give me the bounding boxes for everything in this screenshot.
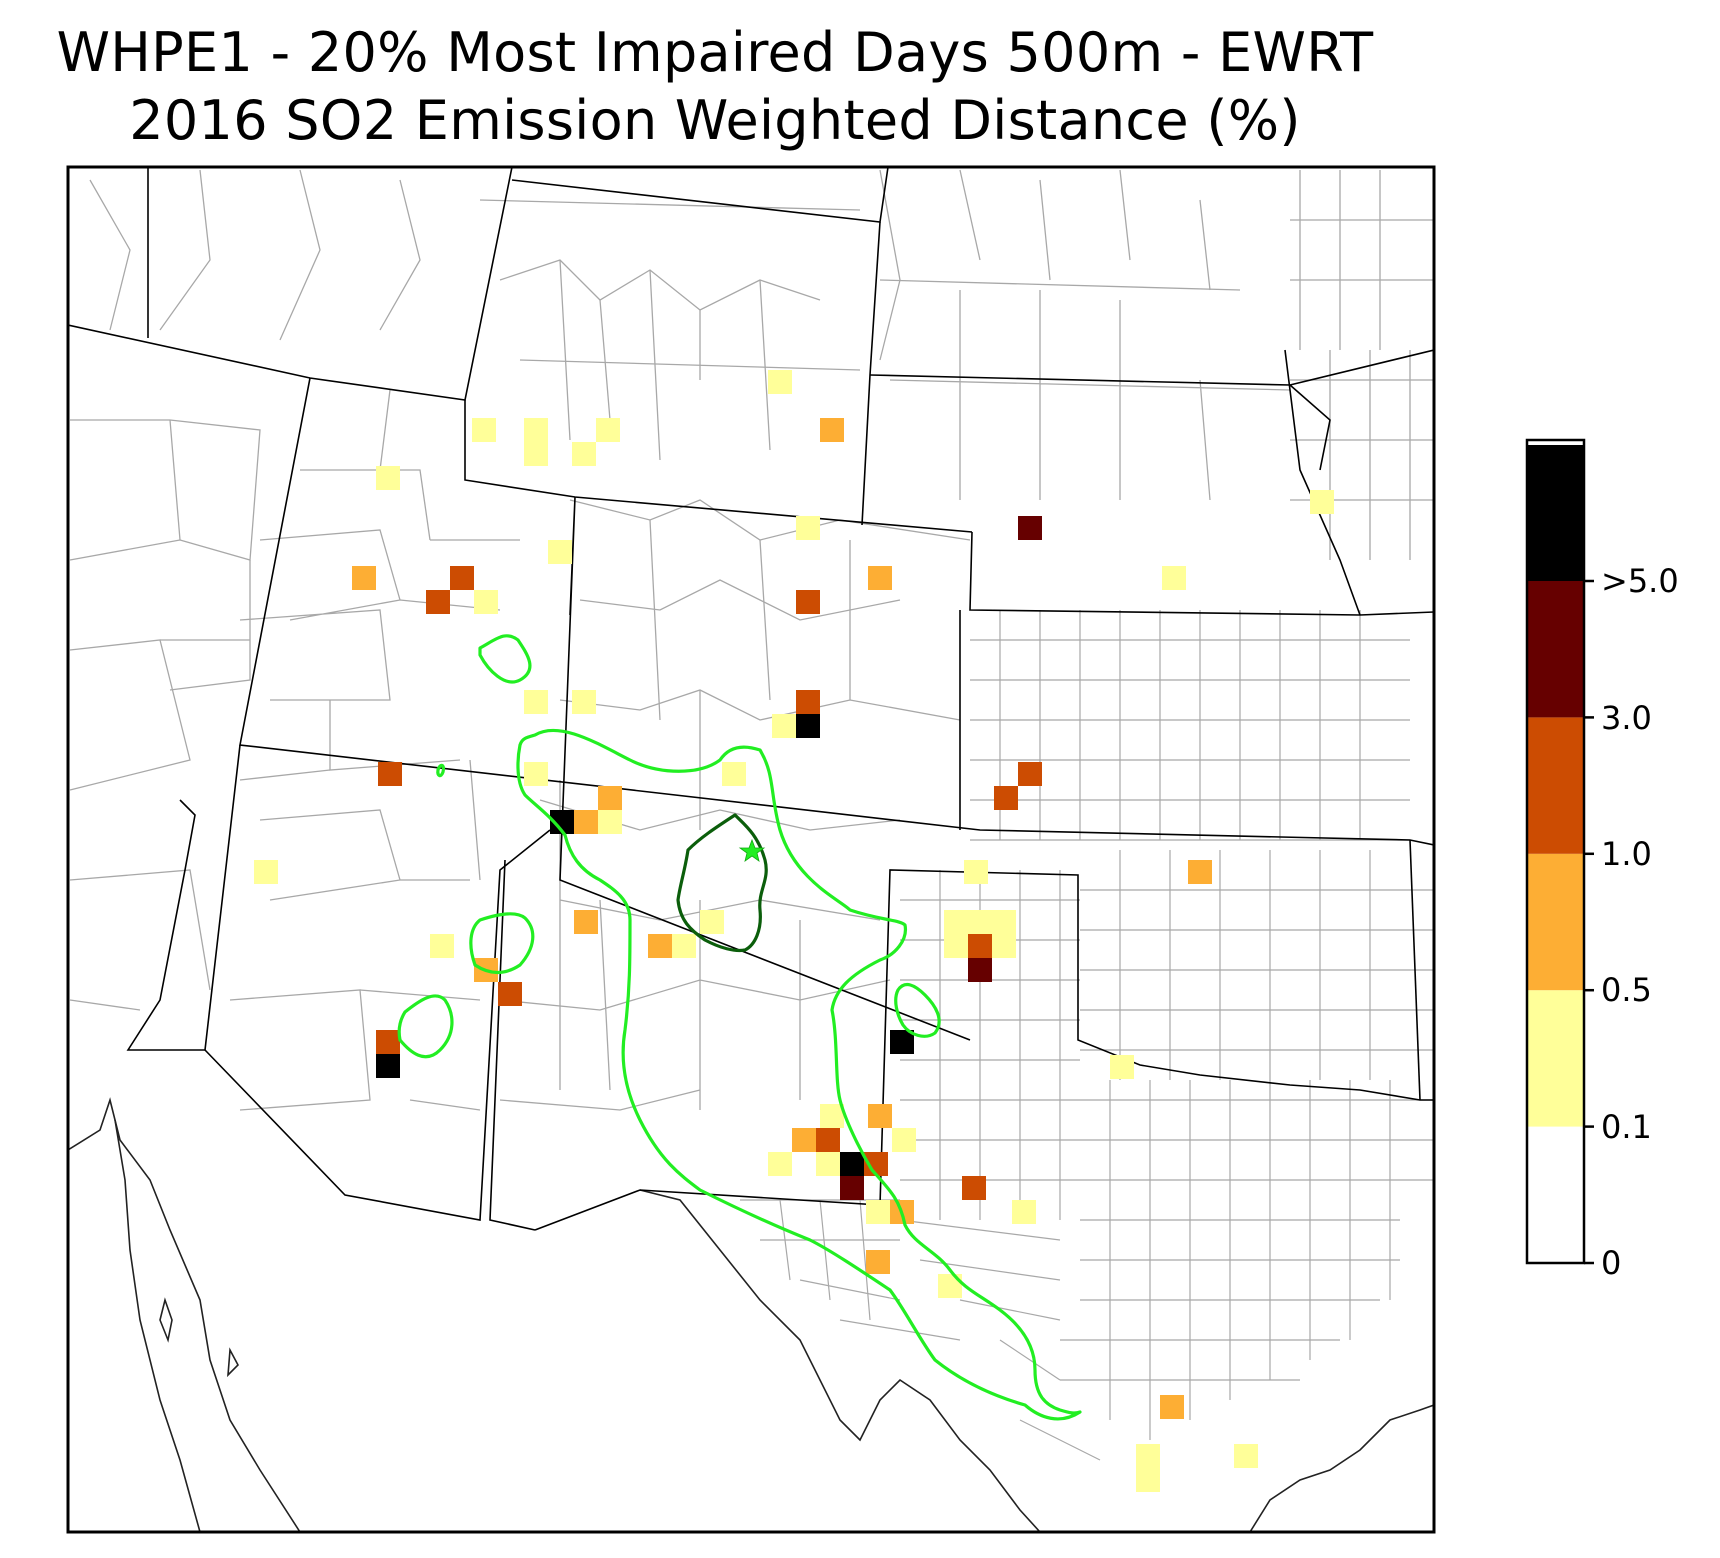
colorbar-segment <box>1527 990 1584 1127</box>
colorbar-tick-label-0: 0 <box>1601 1244 1622 1282</box>
map-title-line-1: WHPE1 - 20% Most Impaired Days 500m - EW… <box>56 21 1374 84</box>
colorbar-segment <box>1527 1126 1584 1263</box>
colorbar-tick-label-5: >5.0 <box>1601 562 1679 600</box>
contour-outer <box>397 634 1082 1421</box>
coastline <box>68 1097 1434 1532</box>
colorbar-segment <box>1527 717 1584 854</box>
contour-inner <box>676 813 768 953</box>
colorbar-tick-label-4: 3.0 <box>1601 699 1652 737</box>
colorbar-tick-label-2: 0.5 <box>1601 971 1652 1009</box>
emission-cells <box>254 370 1334 1492</box>
state-boundaries <box>68 167 1434 1231</box>
map-title-line-2: 2016 SO2 Emission Weighted Distance (%) <box>129 89 1301 152</box>
colorbar <box>1525 438 1594 1265</box>
colorbar-tick-label-1: 0.1 <box>1601 1108 1652 1146</box>
colorbar-segment <box>1527 581 1584 718</box>
county-boundaries-grid <box>740 610 1434 1461</box>
colorbar-segment <box>1527 853 1584 991</box>
map-frame <box>66 165 1436 1534</box>
star-icon <box>738 838 766 862</box>
colorbar-segment <box>1527 445 1584 581</box>
colorbar-tick-label-3: 1.0 <box>1601 835 1652 873</box>
county-boundaries <box>69 169 1434 1111</box>
colorbar-frame <box>1525 438 1586 1265</box>
